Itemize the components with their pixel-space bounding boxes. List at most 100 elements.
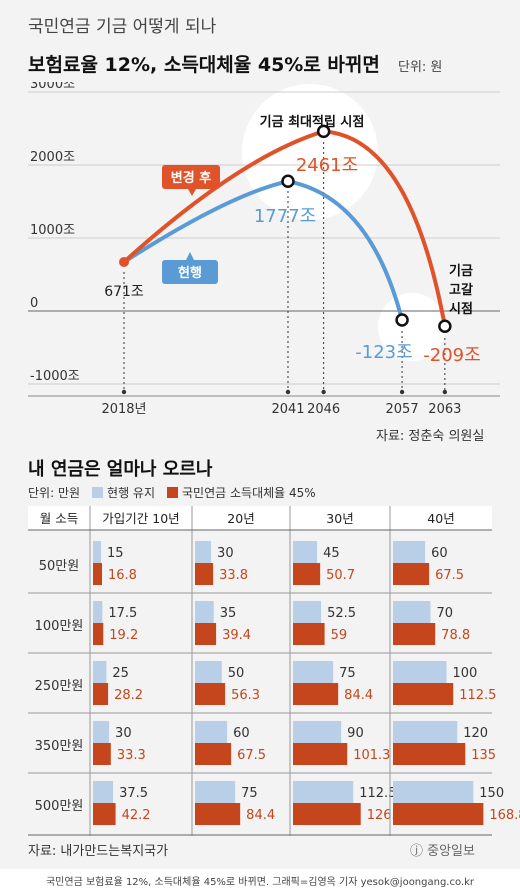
header-income: 월 소득 bbox=[40, 511, 78, 526]
data-point-marker bbox=[438, 319, 452, 334]
bar-changed-value: 78.8 bbox=[441, 628, 470, 643]
tag-current-box bbox=[162, 260, 218, 284]
data-point-marker bbox=[316, 124, 331, 139]
bar-current bbox=[293, 601, 322, 623]
bar-current-value: 45 bbox=[323, 546, 340, 561]
bar-current-value: 60 bbox=[431, 546, 448, 561]
bar-changed-value: 168.8 bbox=[489, 808, 520, 823]
label-end-current: -123조 bbox=[355, 342, 412, 363]
bar-current bbox=[195, 781, 236, 803]
annotation-depletion-line: 고갈 bbox=[449, 283, 473, 298]
bar-legend: 단위: 만원 현행 유지 국민연금 소득대체율 45% bbox=[28, 484, 316, 501]
bar-current-value: 30 bbox=[115, 726, 132, 741]
page-title: 국민연금 기금 어떻게 되나 bbox=[28, 17, 217, 37]
bar-current-value: 15 bbox=[107, 546, 124, 561]
bar-changed-value: 19.2 bbox=[109, 628, 138, 643]
tag-current-pointer bbox=[186, 252, 194, 260]
pension-bar-table: 월 소득 가입기간 10년 20년 30년 40년 50만원 15 16.8 30 33.8 45 5… bbox=[28, 506, 520, 836]
unit-label-2: 단위: 만원 bbox=[28, 486, 81, 500]
header-period: 30년 bbox=[326, 511, 353, 526]
bar-current bbox=[93, 781, 114, 803]
bar-current-value: 100 bbox=[453, 666, 478, 681]
end-highlight-circle bbox=[378, 293, 446, 361]
bar-current bbox=[393, 541, 426, 563]
legend-swatch-current bbox=[92, 487, 104, 498]
bar-changed bbox=[195, 623, 217, 645]
bar-changed bbox=[293, 683, 339, 705]
bar-changed-value: 33.8 bbox=[219, 568, 248, 583]
bar-changed-value: 67.5 bbox=[237, 748, 266, 763]
joongang-logo: ⓙ 중앙일보 bbox=[410, 844, 475, 859]
label-peak-changed: 2461조 bbox=[296, 155, 358, 176]
bar-current-value: 17.5 bbox=[108, 606, 137, 621]
y-tick-label: 0 bbox=[30, 296, 38, 311]
bar-changed-value: 16.8 bbox=[108, 568, 137, 583]
bar-changed bbox=[93, 623, 104, 645]
peak-highlight-circle bbox=[242, 84, 378, 220]
legend-label-current: 현행 유지 bbox=[107, 486, 156, 500]
bar-current bbox=[195, 721, 228, 743]
x-tick-dot bbox=[321, 389, 326, 395]
bar-changed-value: 39.4 bbox=[222, 628, 251, 643]
row-income-label: 50만원 bbox=[39, 559, 79, 574]
bar-current bbox=[293, 721, 342, 743]
header-row-bg bbox=[28, 506, 492, 530]
bar-current-value: 35 bbox=[220, 606, 237, 621]
page-subtitle: 보험료율 12%, 소득대체율 45%로 바뀌면 bbox=[28, 54, 380, 76]
x-tick-label: 2057 bbox=[386, 402, 419, 417]
bar-changed-value: 28.2 bbox=[114, 688, 143, 703]
bar-current-value: 25 bbox=[112, 666, 129, 681]
data-point-marker bbox=[281, 174, 295, 189]
bar-current-value: 75 bbox=[339, 666, 356, 681]
bar-current bbox=[293, 781, 354, 803]
x-tick-dot bbox=[399, 389, 405, 395]
bar-changed bbox=[93, 803, 116, 825]
bar-current-value: 60 bbox=[233, 726, 250, 741]
y-tick-label: 2000조 bbox=[30, 150, 75, 165]
bar-changed-value: 42.2 bbox=[122, 808, 151, 823]
bar-current bbox=[393, 661, 447, 683]
bar-current bbox=[293, 661, 334, 683]
line-chart-source: 자료: 정춘숙 의원실 bbox=[376, 429, 485, 444]
label-start: 671조 bbox=[104, 284, 144, 300]
bar-current bbox=[93, 721, 110, 743]
label-peak-current: 1777조 bbox=[254, 206, 316, 227]
bar-current bbox=[393, 781, 474, 803]
bar-current bbox=[195, 661, 222, 683]
bar-changed bbox=[93, 743, 111, 765]
header-period: 40년 bbox=[427, 511, 454, 526]
bar-current-value: 37.5 bbox=[119, 786, 148, 801]
bar-changed bbox=[195, 683, 226, 705]
bar-current bbox=[93, 661, 107, 683]
bar-current bbox=[93, 601, 103, 623]
bar-changed bbox=[293, 803, 361, 825]
bar-changed-value: 59 bbox=[331, 628, 348, 643]
bar-current bbox=[393, 721, 458, 743]
annotation-peak: 기금 최대적립 시점 bbox=[260, 114, 365, 130]
legend-label-changed: 국민연금 소득대체율 45% bbox=[182, 486, 316, 500]
bar-changed bbox=[393, 743, 466, 765]
bar-current-value: 120 bbox=[463, 726, 488, 741]
bar-changed-value: 101.3 bbox=[353, 748, 390, 763]
bar-current-value: 30 bbox=[217, 546, 234, 561]
bar-current-value: 112.5 bbox=[359, 786, 396, 801]
bar-changed bbox=[393, 623, 436, 645]
bar-changed bbox=[393, 563, 430, 585]
bar-changed bbox=[195, 743, 232, 765]
bar-current-value: 90 bbox=[347, 726, 364, 741]
bar-changed bbox=[293, 623, 325, 645]
x-tick-label: 2018년 bbox=[101, 402, 146, 417]
bar-current-value: 50 bbox=[228, 666, 245, 681]
bar-current bbox=[293, 541, 318, 563]
bar-changed bbox=[293, 563, 321, 585]
y-tick-label: 1000조 bbox=[30, 223, 75, 238]
current-series-line bbox=[122, 179, 405, 322]
annotation-depletion-line: 시점 bbox=[449, 302, 473, 317]
x-tick-dot bbox=[285, 389, 291, 395]
bar-current-value: 150 bbox=[479, 786, 504, 801]
label-end-changed: -209조 bbox=[423, 345, 480, 366]
x-tick-label: 2046 bbox=[307, 402, 340, 417]
bar-changed-value: 67.5 bbox=[435, 568, 464, 583]
unit-label: 단위: 원 bbox=[398, 60, 443, 75]
bar-changed-value: 84.4 bbox=[246, 808, 275, 823]
